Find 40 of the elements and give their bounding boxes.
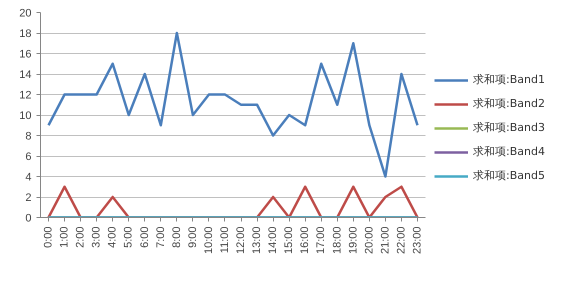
x-tick-label: 13:00 [251,226,264,254]
x-tick-label: 15:00 [283,226,296,254]
x-tick-label: 2:00 [74,226,87,248]
legend-label: 求和项:Band3 [473,120,545,135]
x-tick-label: 4:00 [106,226,119,248]
x-tick-label: 5:00 [122,226,135,248]
x-tick-label: 11:00 [218,226,231,254]
legend-label: 求和项:Band4 [473,144,545,159]
x-tick-label: 8:00 [170,226,183,248]
x-tick-label: 0:00 [42,226,55,248]
y-tick-label: 8 [25,130,32,142]
x-tick-label: 16:00 [299,226,312,254]
x-tick-label: 21:00 [379,226,392,254]
y-tick-label: 16 [19,48,32,60]
y-tick-label: 18 [19,28,32,40]
x-tick-label: 17:00 [315,226,328,254]
y-tick-label: 12 [19,90,32,102]
y-tick-label: 6 [25,151,32,163]
legend-label: 求和项:Band5 [473,168,545,183]
x-tick-label: 10:00 [202,226,215,254]
y-tick-label: 14 [19,69,32,81]
x-tick-label: 14:00 [267,226,280,254]
x-tick-label: 19:00 [347,226,360,254]
x-tick-label: 22:00 [395,226,408,254]
x-tick-label: 3:00 [90,226,103,248]
x-tick-label: 18:00 [331,226,344,254]
x-tick-label: 20:00 [363,226,376,254]
x-tick-label: 12:00 [235,226,248,254]
y-tick-label: 4 [25,172,32,184]
x-tick-label: 9:00 [186,226,199,248]
y-tick-label: 20 [19,8,32,20]
x-tick-label: 6:00 [138,226,151,248]
x-tick-label: 7:00 [154,226,167,248]
x-tick-label: 23:00 [411,226,424,254]
y-tick-label: 10 [19,110,32,122]
legend-label: 求和项:Band1 [473,72,545,87]
legend-label: 求和项:Band2 [473,96,545,111]
y-tick-label: 2 [25,192,32,204]
x-tick-label: 1:00 [58,226,71,248]
y-tick-label: 0 [25,212,32,224]
